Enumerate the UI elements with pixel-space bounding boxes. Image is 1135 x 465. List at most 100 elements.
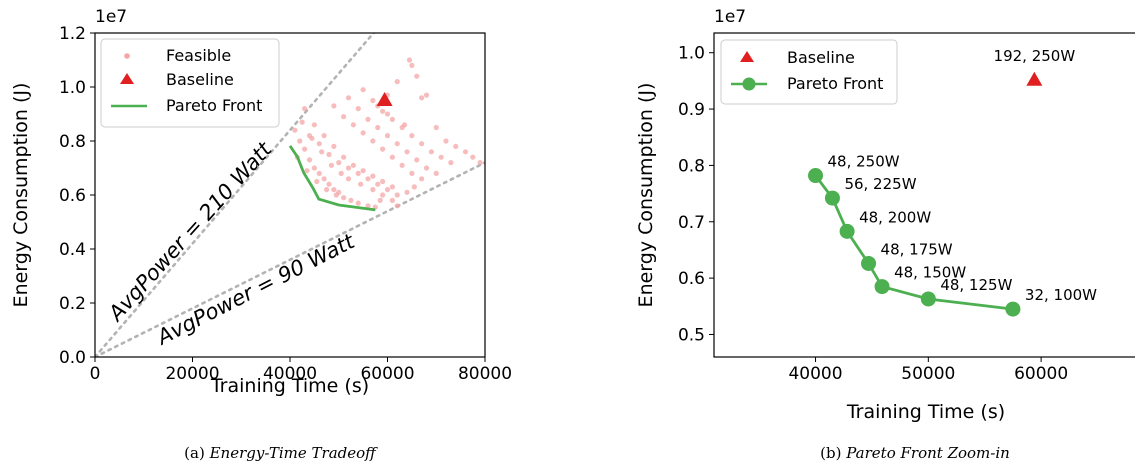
feasible-point xyxy=(336,160,342,166)
y-axis-label-a: Energy Consumption (J) xyxy=(10,83,32,308)
feasible-point xyxy=(414,157,420,163)
feasible-point xyxy=(326,181,332,187)
feasible-point xyxy=(375,181,381,187)
feasible-point xyxy=(355,170,361,176)
y-tick-label: 0.8 xyxy=(59,132,86,152)
y-tick-label-b: 0.8 xyxy=(678,156,705,176)
y-tick-label-b: 0.7 xyxy=(678,213,705,233)
feasible-point xyxy=(462,149,469,155)
legend-a: Feasible Baseline Pareto Front xyxy=(100,38,280,128)
feasible-point xyxy=(414,73,420,79)
feasible-point xyxy=(333,192,339,198)
feasible-point xyxy=(411,184,417,190)
feasible-point xyxy=(384,133,391,139)
feasible-point xyxy=(375,124,381,131)
feasible-point xyxy=(384,111,391,117)
plot-frame-b xyxy=(713,32,1135,358)
y-tick-label: 0.6 xyxy=(59,186,86,206)
feasible-point xyxy=(404,149,410,155)
y-axis-label-b: Energy Consumption (J) xyxy=(635,83,657,308)
point-label: 48, 150W xyxy=(894,264,966,282)
y-tick-label: 0.4 xyxy=(59,240,86,260)
legend-feasible-marker xyxy=(124,53,130,59)
feasible-point xyxy=(321,133,327,139)
y-tick-label-b: 0.9 xyxy=(678,100,705,120)
feasible-point xyxy=(380,178,386,185)
feasible-point xyxy=(341,154,347,160)
pareto-front-series-b xyxy=(808,168,1021,317)
feasible-point xyxy=(384,187,391,193)
feasible-point xyxy=(399,162,405,168)
feasible-point xyxy=(360,87,366,93)
feasible-point xyxy=(433,170,439,176)
baseline-series-b xyxy=(1026,71,1043,86)
feasible-point xyxy=(380,108,386,114)
feasible-point xyxy=(394,141,400,147)
feasible-point xyxy=(341,195,347,201)
feasible-point xyxy=(345,95,352,101)
point-labels-b: 48, 250W 56, 225W 48, 200W 48, 175W 48, 150W… xyxy=(828,47,1098,304)
feasible-point xyxy=(331,187,337,193)
feasible-point xyxy=(406,57,413,63)
y-multiplier-a: 1e7 xyxy=(95,7,127,27)
feasible-point xyxy=(331,103,337,109)
feasible-point xyxy=(409,133,415,139)
legend-feasible: Feasible xyxy=(166,46,231,65)
feasible-point xyxy=(389,154,395,160)
feasible-point xyxy=(419,141,425,147)
y-tick-label: 0.0 xyxy=(59,348,86,368)
baseline-label: 192, 250W xyxy=(994,47,1076,65)
feasible-point xyxy=(433,124,439,131)
x-tick-label: 40000 xyxy=(263,364,317,384)
feasible-point xyxy=(311,122,317,128)
ref-line-1 xyxy=(95,161,485,357)
feasible-point xyxy=(331,143,337,149)
pareto-point xyxy=(824,190,840,206)
feasible-point xyxy=(365,176,371,182)
feasible-point xyxy=(358,181,364,187)
feasible-point xyxy=(355,106,361,112)
feasible-point xyxy=(302,146,308,152)
pareto-point xyxy=(839,223,855,239)
feasible-point xyxy=(423,92,430,98)
feasible-point xyxy=(365,116,371,122)
pareto-point xyxy=(920,291,936,307)
baseline-marker-b xyxy=(1026,71,1043,86)
feasible-point xyxy=(323,187,330,193)
feasible-point xyxy=(394,192,400,198)
feasible-point xyxy=(314,178,320,185)
feasible-point xyxy=(423,165,430,171)
y-tick-label-b: 1.0 xyxy=(678,44,705,64)
legend-b-pareto: Pareto Front xyxy=(787,74,883,93)
point-label: 56, 225W xyxy=(844,175,916,193)
y-tick-label-b: 0.5 xyxy=(678,325,705,345)
y-multiplier-b: 1e7 xyxy=(714,7,746,27)
point-label: 48, 200W xyxy=(859,208,931,226)
feasible-point xyxy=(350,122,356,128)
feasible-point xyxy=(409,62,415,68)
caption-a: (a) Energy-Time Tradeoff xyxy=(184,444,378,462)
ref-line-0 xyxy=(95,33,376,357)
feasible-point xyxy=(341,114,347,120)
feasible-point xyxy=(360,168,366,174)
feasible-point xyxy=(380,192,386,198)
y-tick-label-b: 0.6 xyxy=(678,269,705,289)
pareto-front-series xyxy=(288,145,376,212)
pareto-point xyxy=(808,168,824,184)
feasible-point xyxy=(409,170,415,176)
feasible-point xyxy=(299,119,305,125)
feasible-point xyxy=(401,122,408,128)
feasible-point xyxy=(448,160,454,166)
feasible-point xyxy=(319,149,325,155)
feasible-point xyxy=(355,200,361,206)
feasible-point xyxy=(370,173,376,179)
feasible-point xyxy=(380,146,386,152)
feasible-point xyxy=(316,170,322,176)
feasible-point xyxy=(365,203,371,209)
point-label: 48, 250W xyxy=(828,153,900,171)
x-tick-label: 20000 xyxy=(165,364,219,384)
feasible-point xyxy=(438,154,444,160)
feasible-point xyxy=(394,203,400,209)
x-axis-label-a: Training Time (s) xyxy=(210,375,369,397)
